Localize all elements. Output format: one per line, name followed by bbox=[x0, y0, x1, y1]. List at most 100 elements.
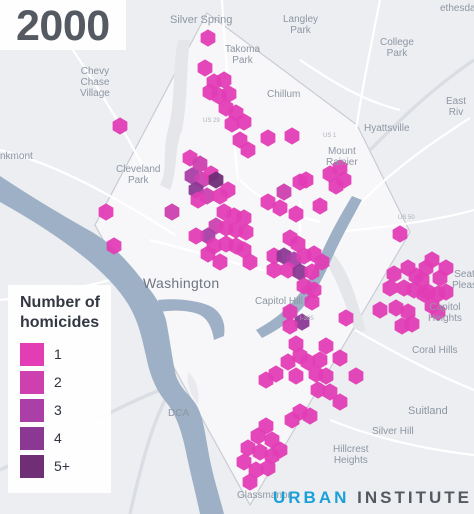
homicide-hex bbox=[200, 29, 216, 47]
legend-label: 5+ bbox=[54, 458, 70, 474]
legend-item-3: 3 bbox=[20, 399, 110, 423]
place-label-capitol-hill: Capitol Hill bbox=[255, 296, 303, 307]
homicide-hex bbox=[242, 473, 258, 491]
homicide-hex bbox=[216, 71, 232, 89]
homicide-hex bbox=[248, 461, 264, 479]
homicide-hex bbox=[236, 209, 252, 227]
year-label: 2000 bbox=[16, 2, 110, 50]
place-label-hillcrest-heights: Hillcrest Heights bbox=[333, 444, 369, 466]
homicide-hex bbox=[298, 171, 314, 189]
homicide-hex bbox=[258, 371, 274, 389]
homicide-hex bbox=[260, 193, 276, 211]
homicide-hex bbox=[212, 253, 228, 271]
potomac-river bbox=[0, 176, 224, 514]
place-label-washington: Washington bbox=[143, 275, 220, 291]
homicide-hex bbox=[306, 281, 322, 299]
legend-swatch bbox=[20, 399, 44, 422]
homicide-hex bbox=[424, 251, 440, 269]
island bbox=[187, 372, 199, 404]
place-label-chillum: Chillum bbox=[267, 89, 301, 100]
homicide-hex bbox=[348, 367, 364, 385]
homicide-hex bbox=[304, 263, 320, 281]
homicide-hex bbox=[240, 141, 256, 159]
potomac-channel bbox=[158, 299, 225, 340]
homicide-hex bbox=[276, 183, 292, 201]
homicide-hex bbox=[312, 351, 328, 369]
place-label-suitland: Suitland bbox=[408, 405, 448, 417]
anacostia-river bbox=[256, 196, 362, 338]
homicide-hex bbox=[290, 235, 306, 253]
homicide-hex bbox=[284, 411, 300, 429]
road-label-i395: I-395 bbox=[300, 316, 314, 322]
place-label-arlington-edge: nkmont bbox=[0, 151, 33, 162]
legend-swatch bbox=[20, 427, 44, 450]
homicide-hex bbox=[236, 241, 252, 259]
place-label-seat-pleasant: Seat Pleas bbox=[452, 269, 474, 291]
legend-swatch bbox=[20, 455, 44, 478]
homicide-hex bbox=[208, 171, 224, 189]
homicide-hex bbox=[310, 381, 326, 399]
homicide-hex bbox=[272, 199, 288, 217]
homicide-hex bbox=[288, 367, 304, 385]
homicide-hex bbox=[220, 181, 236, 199]
homicide-hex bbox=[98, 203, 114, 221]
homicide-hex bbox=[238, 223, 254, 241]
homicide-hex bbox=[192, 155, 208, 173]
place-label-bethesda-edge: ethesda bbox=[440, 3, 474, 14]
homicide-hex bbox=[106, 237, 122, 255]
homicide-hex bbox=[438, 283, 454, 301]
legend-label: 1 bbox=[54, 346, 62, 362]
homicide-hex bbox=[188, 227, 204, 245]
legend-swatch bbox=[20, 371, 44, 394]
year-badge: 2000 bbox=[0, 0, 126, 50]
homicide-hex bbox=[414, 271, 430, 289]
homicide-hex bbox=[250, 427, 266, 445]
place-label-mount-rainier: Mount Rainier bbox=[326, 146, 358, 168]
homicide-hex bbox=[336, 171, 352, 189]
legend-swatch bbox=[20, 343, 44, 366]
place-label-coral-hills: Coral Hills bbox=[412, 345, 458, 356]
place-label-east-riverdale: East Riv bbox=[446, 96, 467, 118]
place-label-takoma-park: Takoma Park bbox=[225, 44, 261, 66]
rock-creek-park bbox=[160, 40, 190, 190]
homicide-hex bbox=[280, 353, 296, 371]
homicide-hex bbox=[322, 383, 338, 401]
place-label-langley-park: Langley Park bbox=[283, 14, 319, 36]
place-label-silver-spring: Silver Spring bbox=[170, 14, 233, 26]
homicide-hex bbox=[386, 265, 402, 283]
homicide-hex bbox=[338, 309, 354, 327]
homicide-hex bbox=[388, 299, 404, 317]
homicide-hex bbox=[416, 285, 432, 303]
homicide-hex bbox=[224, 115, 240, 133]
homicide-hex bbox=[332, 393, 348, 411]
place-label-cleveland-park: Cleveland Park bbox=[116, 164, 161, 186]
legend-title: Number of homicides bbox=[20, 293, 100, 333]
homicide-hex bbox=[240, 439, 256, 457]
brand-part2: INSTITUTE bbox=[357, 488, 472, 507]
place-label-silver-hill: Silver Hill bbox=[372, 426, 414, 437]
homicide-hex bbox=[430, 303, 446, 321]
homicide-hex bbox=[294, 313, 310, 331]
homicide-hex bbox=[266, 261, 282, 279]
homicide-hex bbox=[112, 117, 128, 135]
legend: Number of homicides 1 2 3 4 5+ bbox=[8, 285, 111, 493]
place-label-chevy-chase: Chevy Chase Village bbox=[80, 66, 110, 99]
homicide-hex bbox=[260, 459, 276, 477]
hexbin-layer bbox=[98, 29, 454, 491]
homicide-hex bbox=[236, 453, 252, 471]
homicide-hex bbox=[288, 205, 304, 223]
road-label-us29: US 29 bbox=[203, 118, 220, 124]
homicide-hex bbox=[438, 259, 454, 277]
homicide-hex bbox=[332, 349, 348, 367]
homicide-hex bbox=[282, 317, 298, 335]
homicide-hex bbox=[284, 127, 300, 145]
legend-title-line2: homicides bbox=[20, 314, 100, 331]
homicide-hex bbox=[318, 337, 334, 355]
homicide-hex bbox=[221, 85, 237, 103]
homicide-hex bbox=[282, 303, 298, 321]
legend-item-5: 5+ bbox=[20, 455, 110, 479]
legend-label: 3 bbox=[54, 402, 62, 418]
homicide-hex bbox=[197, 59, 213, 77]
homicide-hex bbox=[292, 263, 308, 281]
